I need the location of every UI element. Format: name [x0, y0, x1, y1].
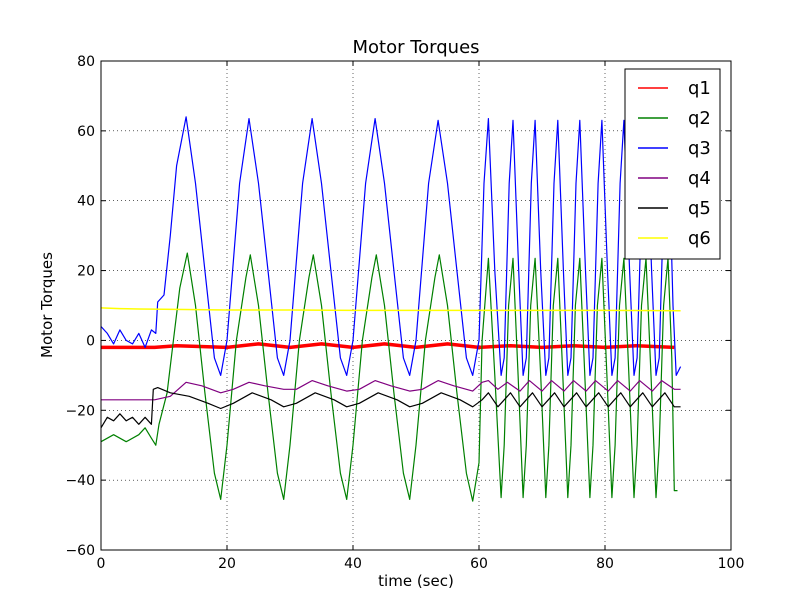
- series-line-q2: [100, 252, 678, 502]
- y-tick-label: 40: [77, 194, 95, 210]
- x-tick-label: 20: [218, 556, 236, 572]
- legend-label-q5: q5: [688, 198, 711, 219]
- y-tick-label: −20: [65, 403, 95, 419]
- axis-ticks: 0 20 40 60 80 100 −60 −40 −20 0 20 40 60 80: [65, 54, 744, 572]
- x-tick-label: 60: [470, 556, 488, 572]
- y-tick-label: −60: [65, 543, 95, 559]
- y-tick-label: 20: [77, 264, 95, 280]
- y-tick-label: 0: [86, 333, 95, 349]
- legend-label-q2: q2: [688, 108, 711, 129]
- legend-label-q1: q1: [688, 78, 711, 99]
- legend-box: [624, 68, 721, 260]
- series-line-q1: [101, 342, 675, 350]
- legend-label-q6: q6: [688, 228, 711, 249]
- series-lines: [100, 116, 682, 502]
- x-tick-label: 0: [97, 556, 106, 572]
- y-tick-label: 80: [77, 54, 95, 70]
- y-axis-label: Motor Torques: [38, 252, 56, 358]
- legend: q1 q2 q3 q4 q5 q6: [624, 68, 721, 260]
- plot-frame: [100, 60, 732, 551]
- series-line-q6: [100, 307, 681, 312]
- series-line-q4: [101, 380, 681, 401]
- x-axis-label: time (sec): [378, 572, 454, 590]
- series-line-q5: [100, 387, 681, 429]
- chart-title: Motor Torques: [352, 37, 479, 58]
- y-tick-label: −40: [65, 473, 95, 489]
- grid: [101, 61, 731, 550]
- y-tick-label: 60: [77, 124, 95, 140]
- x-tick-label: 100: [718, 556, 745, 572]
- legend-label-q3: q3: [688, 138, 711, 159]
- x-tick-label: 40: [344, 556, 362, 572]
- legend-label-q4: q4: [688, 168, 711, 189]
- x-tick-label: 80: [596, 556, 614, 572]
- series-line-q3: [100, 116, 682, 376]
